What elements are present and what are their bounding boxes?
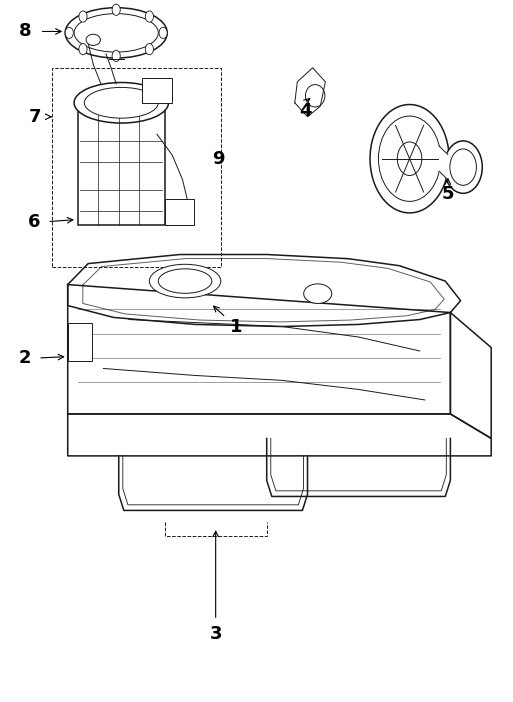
Polygon shape (68, 414, 491, 456)
Polygon shape (119, 456, 307, 510)
Polygon shape (267, 439, 450, 496)
Text: 5: 5 (442, 185, 454, 203)
Ellipse shape (74, 83, 168, 123)
Ellipse shape (444, 141, 482, 193)
Polygon shape (68, 255, 461, 326)
Ellipse shape (149, 264, 221, 298)
Ellipse shape (145, 11, 153, 22)
Ellipse shape (159, 27, 167, 39)
Bar (142, 79, 172, 102)
Ellipse shape (370, 105, 449, 213)
Ellipse shape (145, 44, 153, 55)
Bar (165, 199, 194, 225)
Bar (68, 323, 92, 362)
Ellipse shape (65, 27, 73, 39)
Text: 6: 6 (28, 213, 41, 231)
Bar (78, 110, 165, 225)
Text: 1: 1 (230, 317, 242, 336)
Text: 3: 3 (209, 625, 222, 643)
Ellipse shape (112, 51, 120, 62)
Text: 4: 4 (299, 102, 311, 120)
Ellipse shape (79, 11, 87, 22)
Ellipse shape (84, 87, 159, 118)
Text: 2: 2 (19, 349, 32, 367)
Ellipse shape (398, 142, 422, 176)
Ellipse shape (379, 116, 441, 201)
Ellipse shape (112, 4, 120, 15)
Polygon shape (450, 312, 491, 439)
Polygon shape (68, 284, 450, 414)
Ellipse shape (450, 149, 477, 185)
Text: 9: 9 (212, 150, 225, 168)
Ellipse shape (159, 269, 212, 293)
Ellipse shape (86, 34, 101, 46)
Text: 8: 8 (19, 22, 32, 41)
Text: 7: 7 (28, 108, 41, 126)
Ellipse shape (304, 284, 332, 303)
Ellipse shape (79, 44, 87, 55)
